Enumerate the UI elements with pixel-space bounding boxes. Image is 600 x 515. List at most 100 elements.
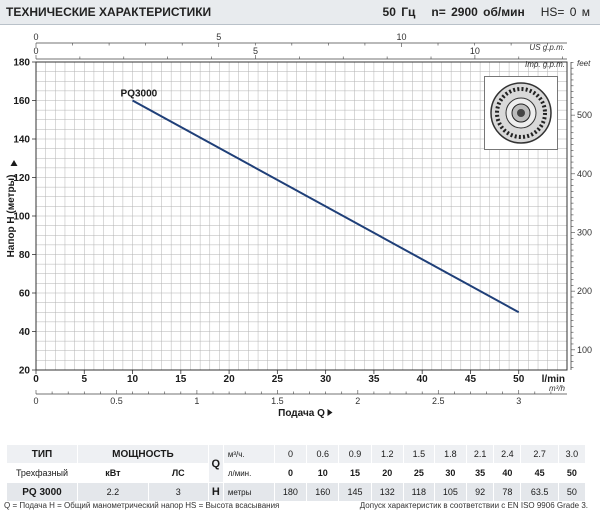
q-lmin-3: 20 (370, 463, 404, 483)
h-val-5: 105 (433, 482, 468, 502)
lmin-tick-label: 25 (272, 374, 284, 385)
lmin-tick-label: 20 (224, 374, 236, 385)
m3h-tick-label: 0.5 (110, 396, 123, 406)
y-tick-label: 60 (19, 289, 31, 300)
phase-label: Трехфазный (6, 463, 78, 483)
power-hp: 3 (147, 482, 209, 502)
q-lmin-0: 0 (273, 463, 308, 483)
q-lmin-2: 15 (338, 463, 372, 483)
speed: n= 2900 об/мин (431, 5, 525, 19)
q-lmin-7: 40 (493, 463, 522, 483)
h-val-2: 145 (338, 482, 372, 502)
performance-chart: 0 5 100 5 10 US g.p.m.Imp. g.p.m.0 5 10 15 20 25 30… (6, 32, 592, 419)
y-tick-label: 20 (19, 366, 31, 377)
header-bar: ТЕХНИЧЕСКИЕ ХАРАКТЕРИСТИКИ 50 Гц n= 2900… (0, 0, 600, 25)
m3h-tick-label: 3 (516, 396, 521, 406)
q-m3h-8: 2.7 (520, 444, 559, 464)
h-val-7: 78 (493, 482, 522, 502)
q-m3h-4: 1.5 (402, 444, 435, 464)
q-m3h-1: 0.6 (306, 444, 340, 464)
h-symbol: H (207, 482, 224, 502)
m3h-unit: m³/h (549, 384, 566, 393)
m3h-tick-label: 1 (194, 396, 199, 406)
q-lmin-1: 10 (306, 463, 340, 483)
q-unit-m3h: м³/ч. (222, 444, 275, 464)
y-tick-label: 40 (19, 327, 31, 338)
x-axis-arrow-icon (327, 409, 333, 416)
feet-tick-label: 200 (577, 286, 592, 296)
y-tick-label: 120 (13, 173, 30, 184)
q-lmin-9: 50 (557, 463, 587, 483)
footer-legend: Q = Подача H = Общий манометрический нап… (4, 501, 280, 510)
feet-tick-label: 300 (577, 227, 592, 237)
col-type: ТИП (6, 444, 78, 464)
imp-gpm-tick-label: 10 (470, 46, 480, 56)
h-val-1: 160 (306, 482, 340, 502)
power-kw: 2.2 (77, 482, 149, 502)
m3h-tick-label: 0 (33, 396, 38, 406)
frequency: 50 Гц (382, 5, 416, 19)
model-name: PQ 3000 (6, 482, 78, 502)
feet-tick-label: 400 (577, 169, 592, 179)
chart-grid (36, 62, 567, 370)
lmin-tick-label: 45 (465, 374, 477, 385)
q-lmin-5: 30 (433, 463, 468, 483)
feet-tick-label: 500 (577, 110, 592, 120)
impeller-image (484, 76, 558, 150)
series-line-pq3000 (132, 99, 520, 314)
y-tick-label: 180 (13, 58, 30, 69)
q-m3h-0: 0 (273, 444, 308, 464)
operating-params: 50 Гц n= 2900 об/мин HS= 0 м (383, 5, 590, 19)
lmin-tick-label: 10 (127, 374, 139, 385)
h-val-6: 92 (466, 482, 495, 502)
q-m3h-5: 1.8 (433, 444, 468, 464)
feet-unit: feet (577, 59, 591, 68)
q-m3h-9: 3.0 (557, 444, 587, 464)
impeller-icon (490, 82, 552, 144)
m3h-tick-label: 2.5 (432, 396, 445, 406)
m3h-tick-label: 1.5 (271, 396, 284, 406)
y-tick-label: 160 (13, 96, 30, 107)
chart-labels: 0 5 100 5 10 US g.p.m.Imp. g.p.m.0 5 10 15 20 25 30… (6, 32, 592, 419)
col-power: МОЩНОСТЬ (77, 444, 209, 464)
lmin-tick-label: 0 (33, 374, 39, 385)
y-axis-arrow-icon (10, 160, 18, 166)
unit-kw: кВт (77, 463, 149, 483)
spec-table: ТИП МОЩНОСТЬ Q м³/ч. 0 0.6 0.9 1.2 1.5 1… (6, 444, 587, 502)
lmin-unit: l/min (542, 374, 565, 385)
chart-curve: PQ3000 (121, 89, 520, 314)
m3h-tick-label: 2 (355, 396, 360, 406)
q-m3h-6: 2.1 (466, 444, 495, 464)
y-tick-label: 80 (19, 250, 31, 261)
lmin-tick-label: 35 (368, 374, 380, 385)
us-gpm-tick-label: 0 (33, 32, 38, 42)
series-label-pq3000: PQ3000 (121, 89, 158, 100)
feet-tick-label: 100 (577, 345, 592, 355)
q-m3h-7: 2.4 (493, 444, 522, 464)
h-val-3: 132 (370, 482, 404, 502)
h-unit: метры (222, 482, 275, 502)
imp-gpm-unit: Imp. g.p.m. (525, 60, 565, 69)
table-row-pq3000: PQ 3000 2.2 3 H метры 180 160 145 132 11… (6, 482, 587, 502)
q-lmin-6: 35 (466, 463, 495, 483)
table-units-row: Трехфазный кВт ЛС л/мин. 0 10 15 20 25 3… (6, 463, 587, 483)
lmin-tick-label: 30 (320, 374, 332, 385)
h-val-8: 63.5 (520, 482, 559, 502)
q-lmin-4: 25 (402, 463, 435, 483)
lmin-tick-label: 5 (81, 374, 87, 385)
lmin-tick-label: 50 (513, 374, 525, 385)
lmin-tick-label: 15 (175, 374, 187, 385)
us-gpm-unit: US g.p.m. (529, 43, 565, 52)
x-axis-title: Подача Q (278, 408, 325, 419)
y-tick-label: 100 (13, 212, 30, 223)
imp-gpm-tick-label: 5 (253, 46, 258, 56)
h-val-9: 50 (557, 482, 587, 502)
unit-hp: ЛС (147, 463, 209, 483)
page-title: ТЕХНИЧЕСКИЕ ХАРАКТЕРИСТИКИ (6, 5, 212, 19)
q-lmin-8: 45 (520, 463, 559, 483)
q-m3h-2: 0.9 (338, 444, 372, 464)
y-axis-title: Напор H (метры) (6, 175, 17, 258)
q-unit-lmin: л/мин. (222, 463, 275, 483)
h-val-4: 118 (402, 482, 435, 502)
q-symbol: Q (207, 444, 224, 483)
